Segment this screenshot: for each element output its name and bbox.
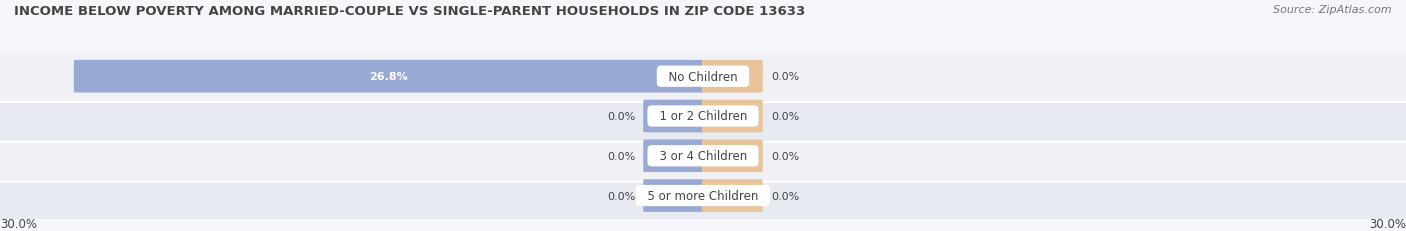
FancyBboxPatch shape [702,61,762,93]
Text: 3 or 4 Children: 3 or 4 Children [651,150,755,163]
FancyBboxPatch shape [702,100,762,133]
FancyBboxPatch shape [0,91,1406,142]
Text: 1 or 2 Children: 1 or 2 Children [651,110,755,123]
Text: 0.0%: 0.0% [770,151,799,161]
Text: 0.0%: 0.0% [607,112,636,122]
Text: 30.0%: 30.0% [0,217,37,230]
Text: Source: ZipAtlas.com: Source: ZipAtlas.com [1274,5,1392,15]
FancyBboxPatch shape [644,179,704,212]
Text: No Children: No Children [661,70,745,83]
Text: 30.0%: 30.0% [1369,217,1406,230]
FancyBboxPatch shape [644,100,704,133]
Text: 0.0%: 0.0% [770,112,799,122]
Text: 0.0%: 0.0% [607,151,636,161]
Text: 0.0%: 0.0% [770,72,799,82]
Text: 26.8%: 26.8% [370,72,408,82]
FancyBboxPatch shape [702,179,762,212]
FancyBboxPatch shape [0,130,1406,182]
FancyBboxPatch shape [702,140,762,172]
FancyBboxPatch shape [644,140,704,172]
FancyBboxPatch shape [0,51,1406,103]
FancyBboxPatch shape [73,61,704,93]
FancyBboxPatch shape [0,170,1406,222]
Text: 5 or more Children: 5 or more Children [640,189,766,202]
Text: 0.0%: 0.0% [607,191,636,201]
Text: INCOME BELOW POVERTY AMONG MARRIED-COUPLE VS SINGLE-PARENT HOUSEHOLDS IN ZIP COD: INCOME BELOW POVERTY AMONG MARRIED-COUPL… [14,5,806,18]
Text: 0.0%: 0.0% [770,191,799,201]
